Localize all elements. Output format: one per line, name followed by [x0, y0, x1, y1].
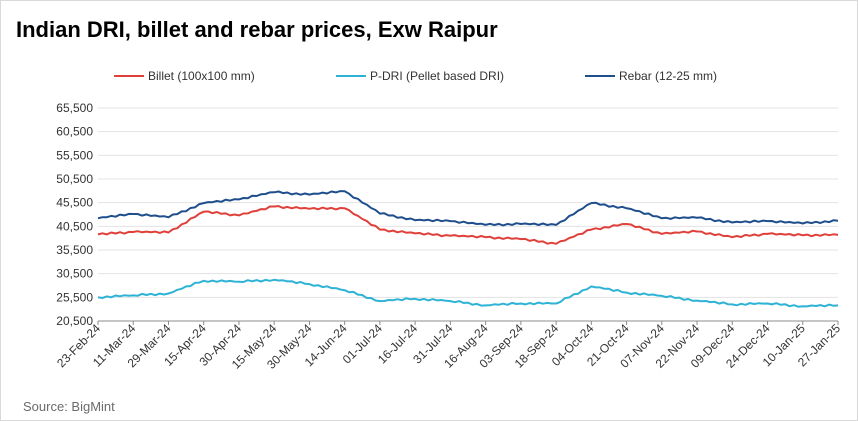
- series-line-billet: [97, 205, 839, 245]
- y-tick-label: 35,500: [56, 243, 93, 257]
- legend-swatch-rebar: [585, 75, 615, 77]
- legend-label-rebar: Rebar (12-25 mm): [619, 69, 718, 83]
- y-tick-label: 50,500: [56, 172, 93, 186]
- legend: Billet (100x100 mm) P-DRI (Pellet based …: [1, 69, 857, 85]
- y-tick-label: 45,500: [56, 196, 93, 210]
- chart-title: Indian DRI, billet and rebar prices, Exw…: [16, 17, 498, 42]
- legend-swatch-billet: [114, 75, 144, 77]
- series-line-pdri: [97, 278, 839, 308]
- y-tick-label: 20,500: [56, 314, 93, 328]
- legend-swatch-pdri: [336, 75, 366, 77]
- source-note: Source: BigMint: [23, 399, 115, 414]
- legend-label-pdri: P-DRI (Pellet based DRI): [370, 69, 505, 83]
- y-tick-label: 60,500: [56, 125, 93, 139]
- series-line-rebar: [97, 190, 839, 227]
- legend-item-pdri: P-DRI (Pellet based DRI): [336, 69, 504, 83]
- y-tick-label: 25,500: [56, 290, 93, 304]
- legend-item-rebar: Rebar (12-25 mm): [585, 69, 717, 83]
- legend-label-billet: Billet (100x100 mm): [148, 69, 255, 83]
- y-tick-label: 40,500: [56, 219, 93, 233]
- legend-item-billet: Billet (100x100 mm): [114, 69, 255, 83]
- y-tick-label: 55,500: [56, 148, 93, 162]
- y-tick-label: 30,500: [56, 267, 93, 281]
- y-tick-label: 65,500: [56, 101, 93, 115]
